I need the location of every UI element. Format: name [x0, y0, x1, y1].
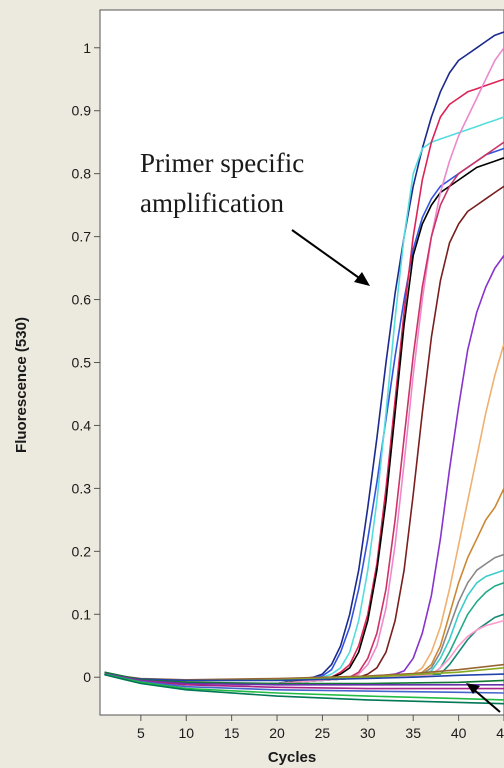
y-axis-title: Fluorescence (530)	[13, 317, 30, 453]
series-layer	[104, 31, 504, 705]
y-tick-label: 0.7	[72, 229, 92, 245]
x-tick-label: 20	[269, 725, 285, 741]
bottom-right-arrow	[466, 683, 501, 713]
y-tick-label: 0.2	[72, 543, 92, 559]
y-tick-label: 0.3	[72, 480, 92, 496]
x-tick-label: 40	[451, 725, 467, 741]
x-axis-title: Cycles	[268, 749, 316, 766]
x-tick-label: 30	[360, 725, 376, 741]
annotation-arrow	[291, 229, 370, 286]
x-axis: 5 10 15 20 25 30 35 40 45	[137, 715, 504, 741]
plot-area	[99, 9, 504, 716]
annotation-primer-line1: Primer specific	[140, 148, 304, 178]
x-tick-label: 25	[315, 725, 331, 741]
x-tick-label: 35	[405, 725, 421, 741]
y-tick-label: 0.1	[72, 606, 92, 622]
y-tick-label: 0	[83, 669, 91, 685]
x-tick-label: 45	[496, 725, 504, 741]
y-tick-label: 0.8	[72, 166, 92, 182]
y-tick-label: 0.6	[72, 292, 92, 308]
x-tick-label: 5	[137, 725, 145, 741]
series-line-25	[104, 673, 504, 705]
series-line-24	[104, 673, 504, 701]
x-tick-label: 15	[224, 725, 240, 741]
x-tick-label: 10	[178, 725, 194, 741]
y-tick-label: 0.4	[72, 417, 92, 433]
y-tick-label: 0.9	[72, 103, 92, 119]
y-tick-label: 1	[83, 40, 91, 56]
annotation-primer-line2: amplification	[140, 188, 284, 218]
y-tick-label: 0.5	[72, 355, 92, 371]
series-line-19	[104, 673, 504, 682]
y-axis: 0 0.1 0.2 0.3 0.4 0.5 0.6 0.7 0.8 0.9 1	[72, 40, 100, 685]
